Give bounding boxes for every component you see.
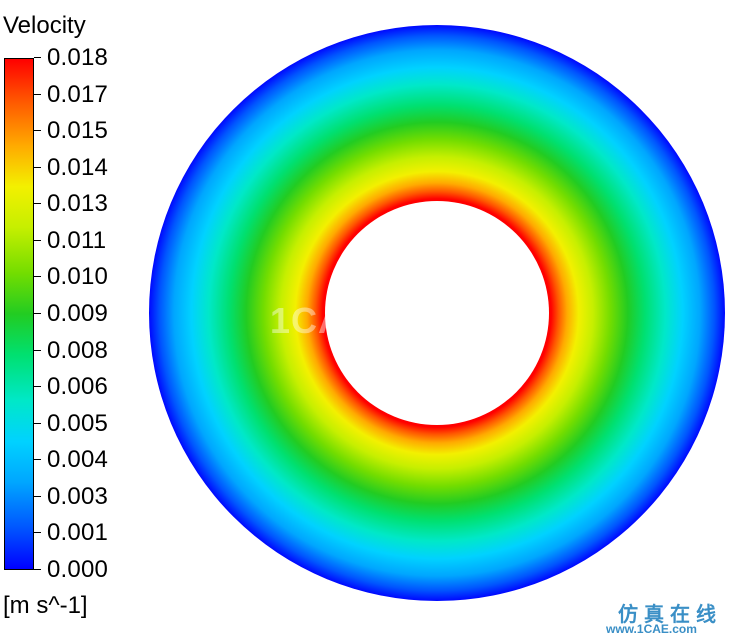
colorbar-tick [34,350,41,351]
colorbar-tick-label: 0.001 [47,519,109,546]
colorbar-tick [34,94,41,95]
colorbar-tick-label: 0.015 [47,117,109,144]
colorbar-tick-label: 0.014 [47,154,109,181]
velocity-contour-plot [148,24,726,602]
legend-title: Velocity [3,12,86,39]
colorbar-tick [34,167,41,168]
colorbar-tick [34,130,41,131]
colorbar-tick [34,423,41,424]
colorbar-tick-label: 0.018 [47,44,109,71]
colorbar-tick-label: 0.006 [47,373,109,400]
colorbar-tick [34,313,41,314]
colorbar [4,58,34,570]
colorbar-tick-label: 0.005 [47,410,109,437]
colorbar-tick-label: 0.004 [47,446,109,473]
watermark-cn-text: 仿真在线 [618,602,722,626]
annulus-contour-svg [149,25,725,601]
colorbar-tick [34,496,41,497]
colorbar-tick-label: 0.013 [47,190,109,217]
colorbar-tick [34,386,41,387]
colorbar-tick [34,532,41,533]
watermark-url-text: www.1CAE.com [606,622,697,636]
legend-units: [m s^-1] [3,592,88,619]
colorbar-tick-label: 0.010 [47,263,109,290]
colorbar-tick [34,276,41,277]
colorbar-tick-label: 0.011 [47,227,107,254]
watermark-center-text: 1CAE.COM [270,300,469,341]
colorbar-tick [34,240,41,241]
colorbar-tick [34,569,41,570]
colorbar-tick-label: 0.000 [47,556,109,583]
annulus-inner-hole [325,201,549,425]
colorbar-tick [34,459,41,460]
colorbar-tick-label: 0.017 [47,81,109,108]
colorbar-tick [34,57,41,58]
colorbar-tick-label: 0.003 [47,483,109,510]
colorbar-tick-label: 0.008 [47,337,109,364]
colorbar-tick [34,203,41,204]
colorbar-tick-label: 0.009 [47,300,109,327]
